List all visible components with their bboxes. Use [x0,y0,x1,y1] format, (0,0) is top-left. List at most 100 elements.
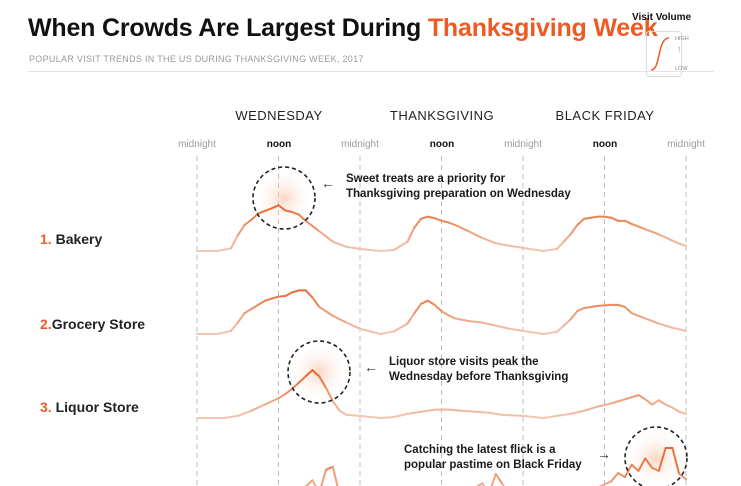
series-segment [623,463,633,479]
series-segment [284,209,294,213]
series-segment [331,400,341,412]
series-segment [359,414,382,419]
series-segment [596,304,606,307]
series-segment [610,471,620,483]
series-segment [263,397,280,406]
series-segment [345,245,361,250]
series-segment [304,219,321,233]
series-segment [454,317,470,322]
tick-label-noon: noon [592,139,618,150]
series-segment [576,307,586,313]
series-segment [569,310,579,321]
category-label-grocery-store: 2.Grocery Store [40,316,145,332]
legend-low-label: LOW [675,66,688,72]
series-segment [331,314,348,324]
series-segment [467,320,484,324]
series-segment [243,308,253,315]
series-segment [562,233,572,243]
series-segment [481,321,497,327]
series-segment [522,246,545,252]
series-segment [630,394,640,399]
series-segment [270,204,280,210]
annotation-liquor: Liquor store visits peak the Wednesday b… [389,355,568,385]
tick-label-noon: noon [266,139,292,150]
series-segment [338,409,348,416]
annotation-line: Liquor store visits peak the [389,356,539,368]
series-segment [392,322,409,333]
series-segment [569,409,586,415]
series-segment [623,219,633,225]
series-segment [644,398,654,406]
series-segment [250,403,266,412]
series-segment [481,237,497,245]
series-segment [291,211,300,216]
series-segment [610,216,620,222]
series-segment [671,447,681,475]
category-label-bakery: 1. Bakery [40,231,102,247]
series-segment [223,414,239,419]
series-segment [542,414,558,419]
series-segment [229,321,239,332]
series-segment [420,408,436,413]
series-segment [277,295,287,298]
series-segment [270,295,280,300]
series-segment [318,375,328,389]
series-segment [359,247,382,252]
tick-label-midnight: midnight [667,139,705,150]
series-segment [291,289,300,294]
series-segment [630,312,647,320]
series-segment [325,465,334,471]
highlight-circle [287,340,351,404]
series-segment [623,396,633,401]
highlight-glow [288,341,350,403]
series-segment [297,375,307,384]
series-segment [284,387,294,396]
series-segment [617,303,626,308]
series-segment [392,412,409,418]
series-segment [488,411,504,416]
series-segment [426,215,436,220]
series-segment [651,399,660,406]
annotation-line: Catching the latest flick is a [404,444,556,456]
header-divider [28,71,714,72]
series-segment [583,405,599,412]
series-segment [522,329,545,335]
series-segment [644,228,660,236]
left-arrow-icon: ← [321,175,335,191]
highlight-glow [253,167,315,229]
series-segment [359,327,382,335]
visit-volume-legend: Visit Volume HIGH ↑ LOW [632,12,710,77]
series-segment [325,386,334,403]
series-segment [345,321,361,330]
series-segment [318,230,334,243]
series-segment [617,398,626,403]
series-segment [236,312,246,324]
series-segment [637,457,647,472]
series-segment [413,302,423,315]
annotation-bakery: Sweet treats are a priority for Thanksgi… [346,172,571,202]
category-name: Grocery Store [51,316,146,332]
title-main: When Crowds Are Largest During [28,14,428,42]
day-label-black-friday: BLACK FRIDAY [555,108,655,123]
series-segment [657,399,667,406]
category-name: Bakery [55,231,103,247]
series-segment [589,304,599,308]
series-segment [644,457,654,469]
tick-label-midnight: midnight [178,139,216,150]
series-segment [406,312,416,325]
series-segment [657,233,674,242]
annotation-line: Sweet treats are a priority for [346,173,506,185]
series-segment [542,330,558,335]
annotation-line: Wednesday before Thanksgiving [389,371,569,383]
series-segment [617,471,626,479]
series-segment [644,317,660,325]
series-segment [447,314,457,320]
series-segment [297,213,307,222]
category-number: 3. [40,399,52,415]
series-segment [379,248,395,252]
highlight-glow [625,427,687,486]
series-segment [678,242,687,247]
series-segment [447,408,463,412]
series-segment [406,410,423,415]
